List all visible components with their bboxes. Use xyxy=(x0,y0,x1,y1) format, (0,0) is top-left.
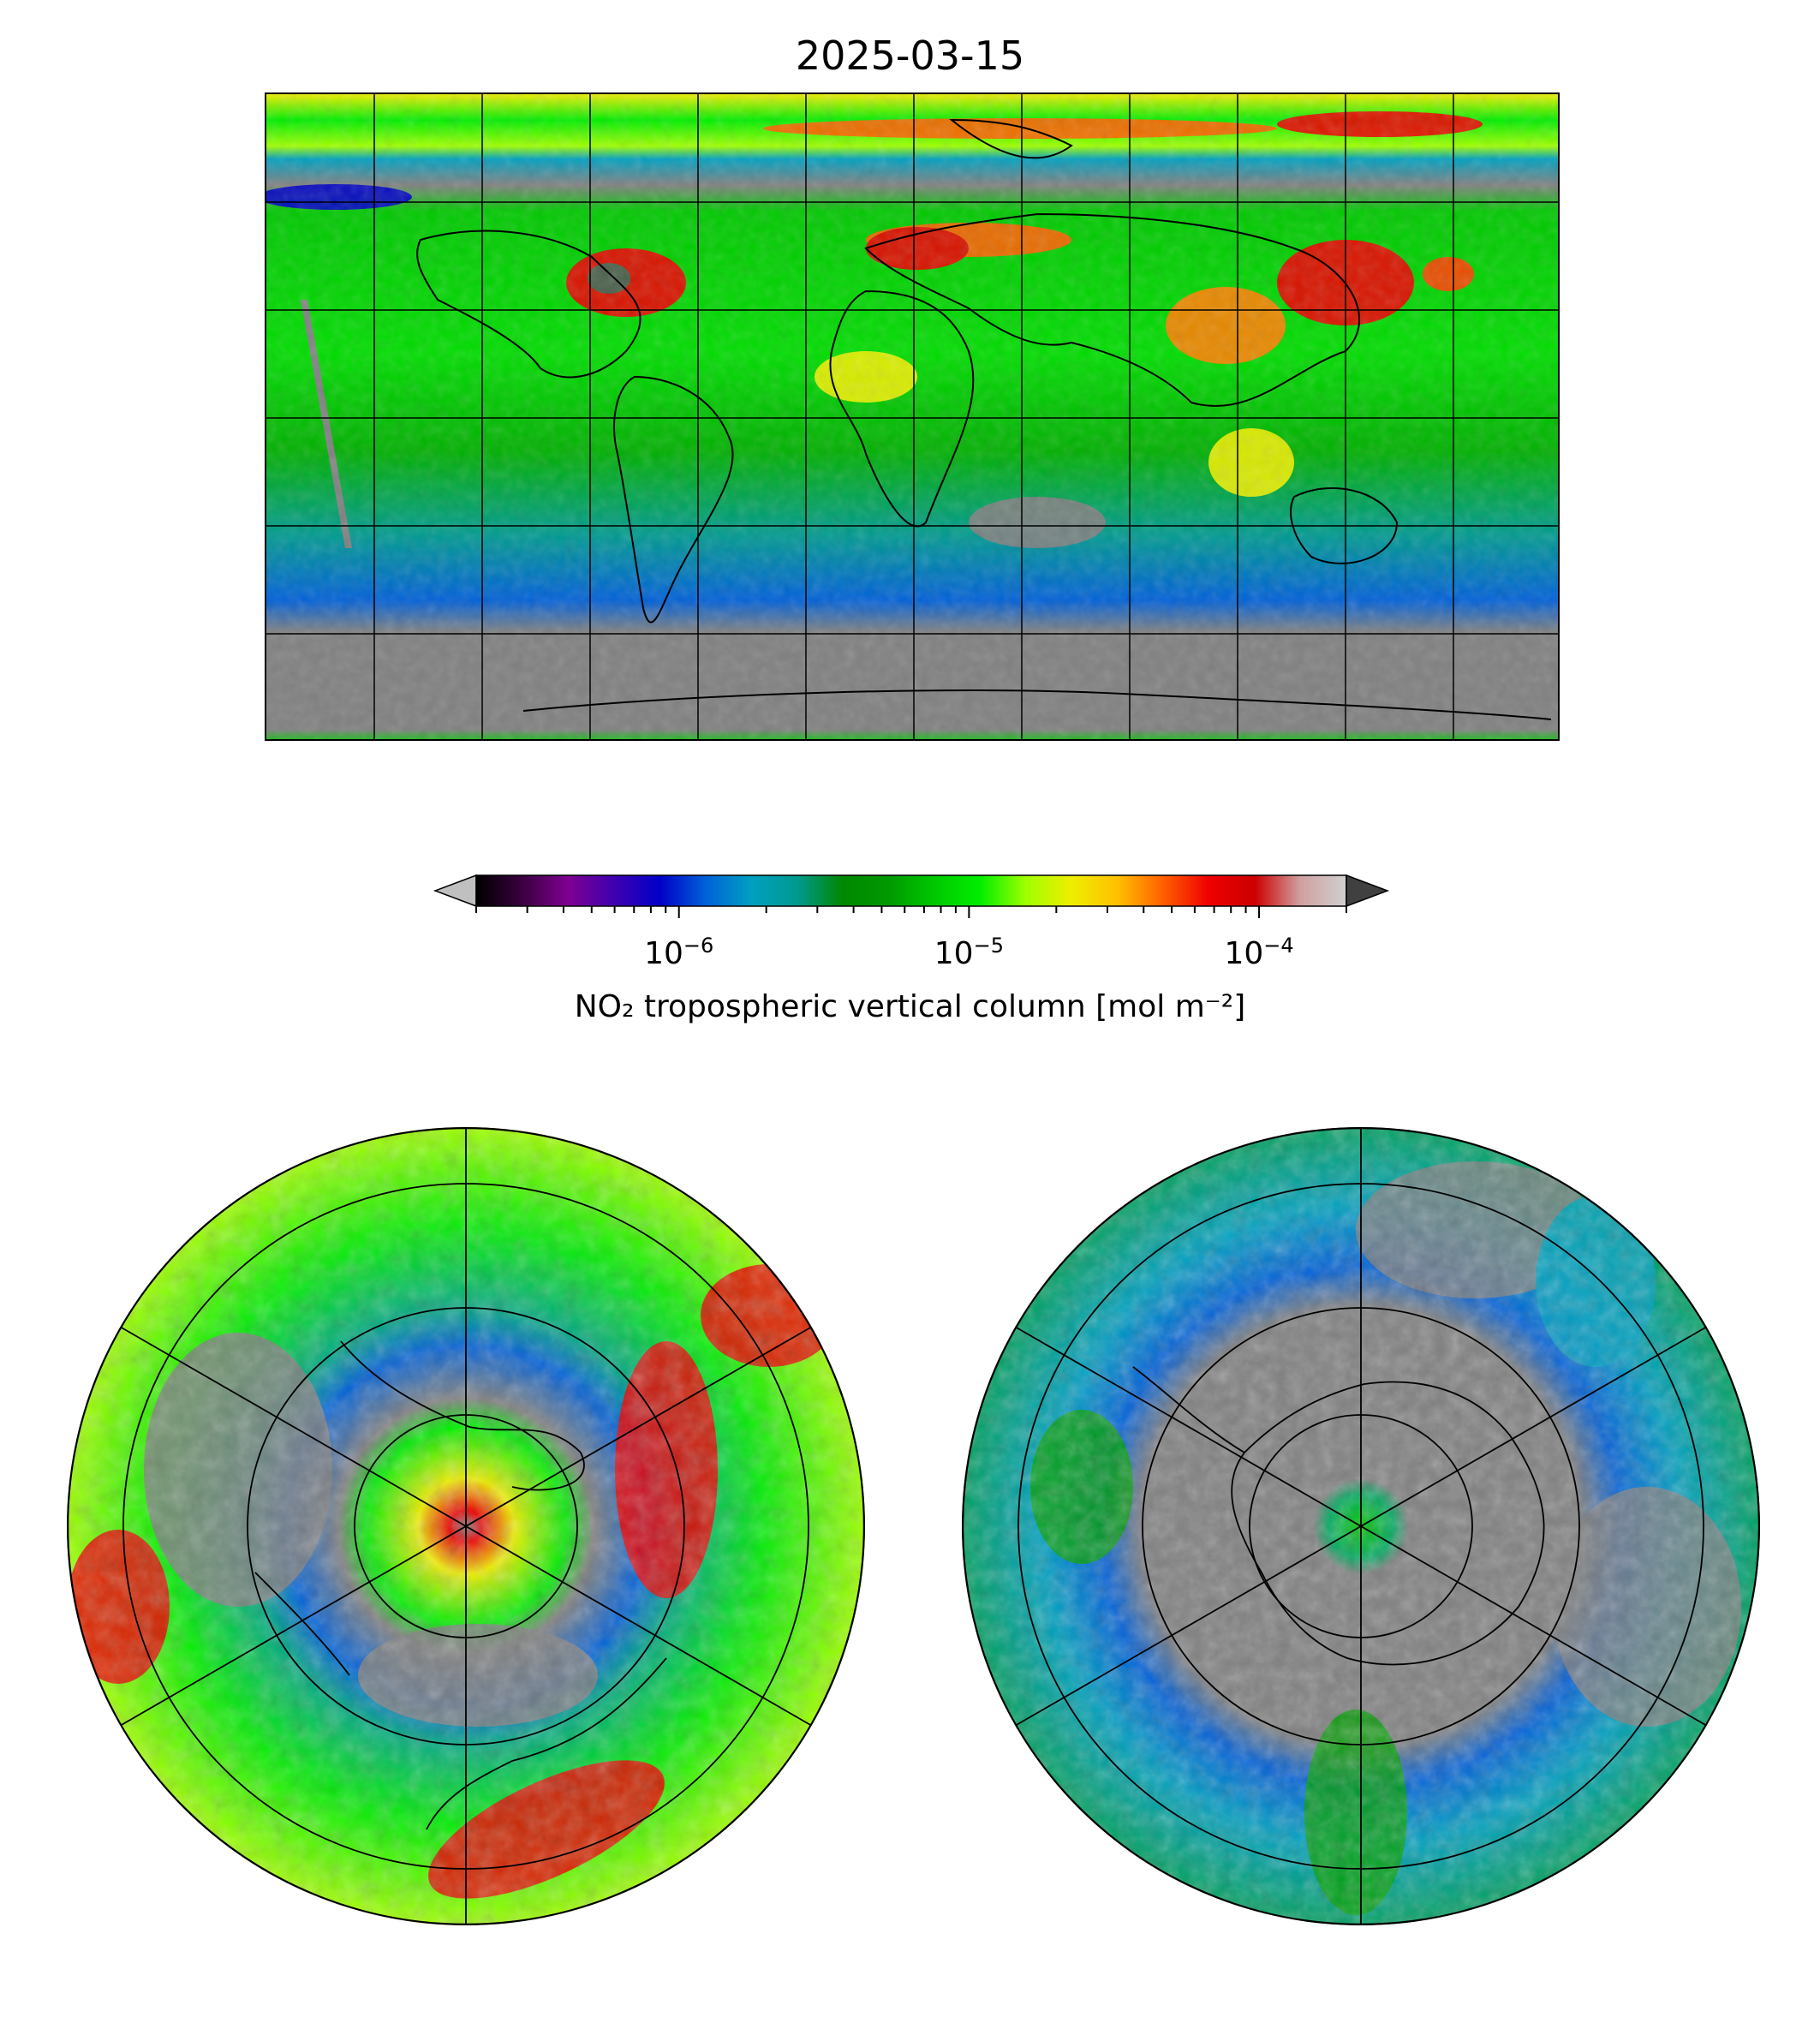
colorbar-tick-label: 10−4 xyxy=(1224,934,1294,971)
coastlines xyxy=(416,118,1552,720)
north-polar-map[interactable] xyxy=(67,1127,865,1925)
south-polar-map[interactable] xyxy=(962,1127,1760,1925)
figure-title: 2025-03-15 xyxy=(795,33,1025,79)
global-map-svg xyxy=(266,94,1558,739)
graticule xyxy=(266,94,1558,739)
colorbar-svg xyxy=(433,874,1390,918)
colorbar-tickmarks xyxy=(475,906,1347,918)
colorbar-bar xyxy=(475,874,1347,907)
colorbar-under-arrow xyxy=(433,874,477,908)
colorbar-over-arrow xyxy=(1346,874,1390,908)
global-map[interactable] xyxy=(265,92,1560,741)
colorbar-tick-label: 10−6 xyxy=(644,934,714,971)
north-polar-svg xyxy=(67,1127,865,1925)
colorbar-label: NO₂ tropospheric vertical column [mol m⁻… xyxy=(574,989,1246,1024)
colorbar-tick-label: 10−5 xyxy=(934,934,1004,971)
colorbar-tick-labels: 10−6 10−5 10−4 xyxy=(0,934,1820,985)
south-polar-svg xyxy=(962,1127,1760,1925)
colorbar xyxy=(428,874,1396,925)
